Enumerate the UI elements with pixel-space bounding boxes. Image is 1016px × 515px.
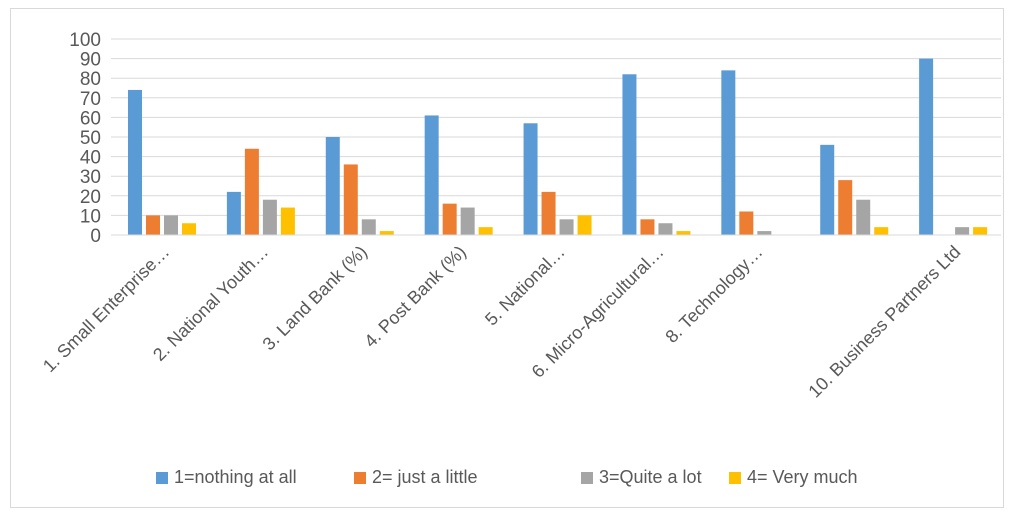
y-tick-label: 20 [80, 187, 101, 208]
legend-swatch [156, 472, 168, 484]
legend-swatch [581, 472, 593, 484]
bar-1-5 [523, 123, 538, 235]
bar-1-8 [820, 144, 835, 235]
category-label: 8. Technology… [661, 242, 766, 347]
legend: 1=nothing at all 2= just a little 3=Quite … [156, 467, 858, 487]
bar-3-5 [559, 219, 574, 235]
y-tick-label: 10 [80, 206, 101, 227]
bar-2-8 [838, 180, 853, 235]
category-label: 4. Post Bank (%) [360, 242, 470, 352]
y-tick-label: 30 [80, 167, 101, 188]
bar-3-7 [757, 231, 772, 235]
y-tick-label: 50 [80, 128, 101, 149]
bar-4-1 [182, 223, 196, 235]
bar-1-2 [226, 191, 241, 235]
category-labels: 1. Small Enterprise…2. National Youth…3.… [39, 242, 965, 402]
y-tick-label: 70 [80, 89, 101, 110]
bar-1-1 [128, 89, 142, 236]
bar-2-6 [640, 219, 655, 235]
category-label: 10. Business Partners Ltd [804, 242, 964, 402]
y-tick-label: 0 [90, 226, 101, 247]
bar-4-8 [874, 227, 889, 235]
bar-2-2 [244, 148, 259, 235]
bar-4-5 [577, 215, 592, 235]
bar-3-6 [658, 223, 673, 235]
legend-label: 3=Quite a lot [599, 467, 702, 487]
y-tick-label: 40 [80, 148, 101, 169]
bar-4-4 [478, 227, 493, 235]
category-label: 3. Land Bank (%) [259, 242, 371, 354]
bar-3-1 [164, 215, 178, 235]
bar-1-4 [424, 115, 439, 235]
bar-3-8 [856, 199, 871, 235]
bar-1-9 [919, 58, 934, 235]
bars [128, 58, 988, 236]
bar-1-3 [325, 137, 340, 235]
legend-swatch [729, 472, 741, 484]
legend-label: 2= just a little [372, 467, 478, 487]
legend-label: 1=nothing at all [174, 467, 297, 487]
bar-4-2 [280, 207, 295, 235]
bar-4-3 [379, 231, 394, 235]
bar-3-3 [361, 219, 376, 235]
legend-swatch [354, 472, 366, 484]
bar-2-7 [739, 211, 754, 235]
bar-2-4 [442, 203, 457, 235]
bar-1-7 [721, 70, 736, 235]
y-tick-label: 80 [80, 69, 101, 90]
y-tick-label: 90 [80, 50, 101, 71]
bar-4-9 [973, 227, 988, 235]
category-label: 5. National… [481, 242, 569, 330]
bar-2-5 [541, 191, 556, 235]
bar-3-4 [460, 207, 475, 235]
bar-2-1 [146, 215, 160, 235]
y-tick-label: 100 [69, 30, 101, 51]
bar-2-3 [343, 164, 358, 235]
bar-1-6 [622, 74, 637, 235]
legend-label: 4= Very much [747, 467, 858, 487]
bar-4-6 [676, 231, 691, 235]
bar-3-2 [262, 199, 277, 235]
bar-3-9 [955, 227, 970, 235]
gridlines [111, 38, 1001, 216]
y-tick-label: 60 [80, 108, 101, 129]
chart-frame: 0 10 20 30 40 50 60 70 80 90 100 1. Small Enterpri… [10, 8, 1004, 508]
